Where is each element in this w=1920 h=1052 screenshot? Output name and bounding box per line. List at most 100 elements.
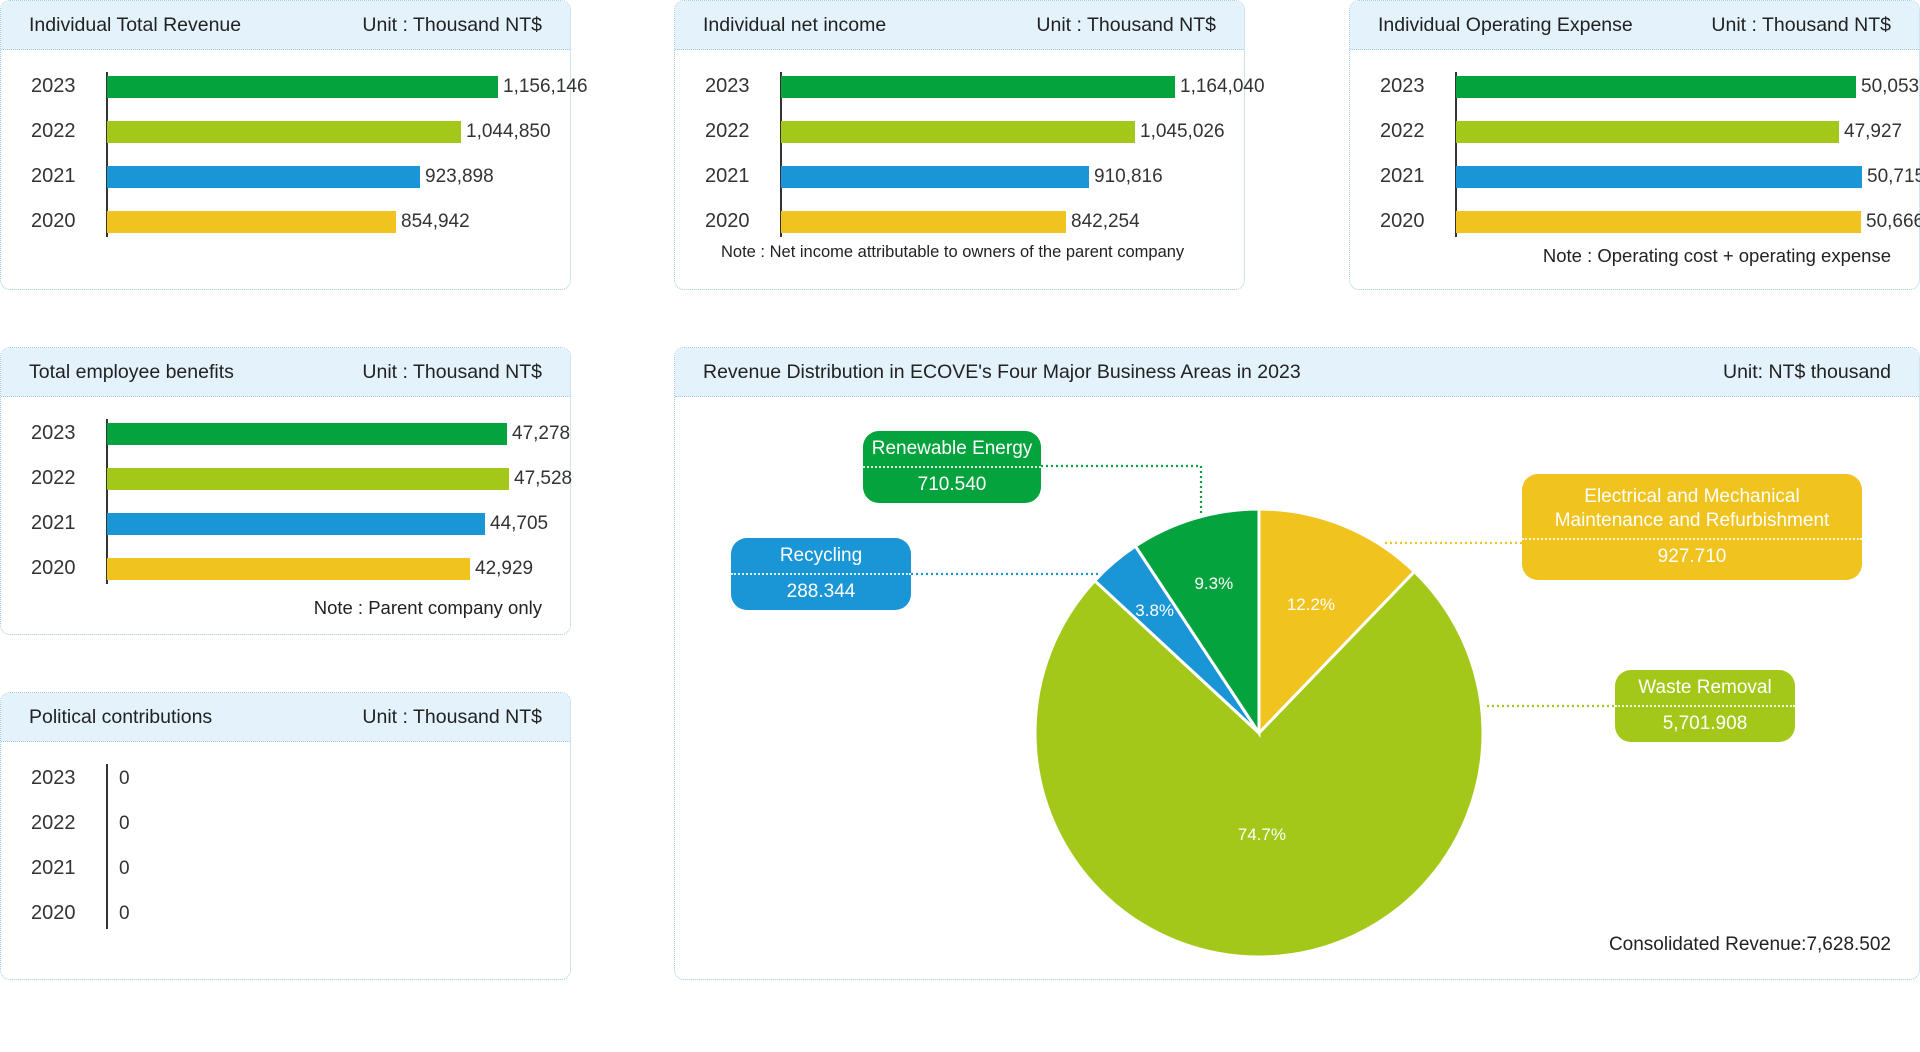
political-axis-line — [106, 764, 108, 929]
net-income-unit: Unit : Thousand NT$ — [1036, 13, 1216, 36]
value-label-2020: 50,666 — [1866, 211, 1920, 232]
opex-header: Individual Operating Expense Unit : Thou… — [1350, 1, 1919, 50]
year-label: 2020 — [1380, 210, 1425, 232]
revenue-unit: Unit : Thousand NT$ — [362, 13, 542, 36]
benefits-panel: Total employee benefits Unit : Thousand … — [0, 347, 573, 635]
benefits-note: Note : Parent company only — [313, 597, 542, 618]
value-label-2023: 1,164,040 — [1180, 76, 1265, 97]
bar-2023 — [107, 423, 507, 445]
pie-slices — [1033, 507, 1485, 959]
year-label: 2021 — [705, 165, 750, 187]
political-title: Political contributions — [29, 705, 213, 728]
year-label: 2020 — [31, 902, 76, 924]
pie-slice-renewable-energy — [1133, 507, 1261, 738]
bar-2020 — [107, 558, 470, 580]
pie-percent-labels: 12.2% 74.7% 3.8% 9.3% — [1135, 574, 1335, 844]
benefits-unit: Unit : Thousand NT$ — [362, 360, 542, 383]
distribution-unit: Unit: NT$ thousand — [1722, 360, 1891, 383]
callout-recycling: Recycling 288.344 — [731, 538, 911, 610]
year-label: 2020 — [705, 210, 750, 232]
year-label: 2022 — [31, 120, 76, 142]
pie-percent-label: 12.2% — [1287, 595, 1335, 614]
pie-slice-recycling — [1092, 544, 1261, 735]
year-label: 2023 — [705, 75, 750, 97]
pie-chart: 12.2% 74.7% 3.8% 9.3% — [911, 464, 1615, 959]
revenue-title: Individual Total Revenue — [29, 13, 242, 36]
value-label-2021: 50,715 — [1867, 166, 1920, 187]
bar-2022 — [1456, 121, 1839, 143]
waste-removal-value: 5,701.908 — [1662, 713, 1748, 734]
bar-2023 — [781, 76, 1175, 98]
year-label: 2021 — [31, 512, 76, 534]
year-label: 2021 — [31, 165, 76, 187]
net-income-panel: Individual net income Unit : Thousand NT… — [674, 0, 1265, 290]
renewable-energy-name: Renewable Energy — [871, 438, 1033, 459]
leader-line — [1041, 464, 1203, 520]
year-label: 2023 — [1380, 75, 1425, 97]
callout-renewable-energy: Renewable Energy 710.540 — [863, 431, 1041, 503]
value-label-2022: 47,528 — [514, 468, 573, 489]
benefits-header: Total employee benefits Unit : Thousand … — [1, 348, 570, 397]
value-label-2021: 910,816 — [1094, 166, 1163, 187]
distribution-title: Revenue Distribution in ECOVE's Four Maj… — [703, 360, 1301, 383]
bar-2020 — [107, 211, 396, 233]
year-label: 2020 — [31, 557, 76, 579]
year-label: 2022 — [705, 120, 750, 142]
renewable-energy-value: 710.540 — [917, 474, 987, 495]
benefits-title: Total employee benefits — [29, 360, 234, 383]
electrical-name-line1: Electrical and Mechanical — [1584, 486, 1800, 507]
year-label: 2022 — [31, 467, 76, 489]
benefits-axis-line — [106, 419, 108, 584]
opex-title: Individual Operating Expense — [1378, 13, 1633, 36]
waste-removal-name: Waste Removal — [1638, 677, 1772, 698]
value-label-2022: 47,927 — [1844, 121, 1903, 142]
year-label: 2023 — [31, 75, 76, 97]
year-label: 2020 — [31, 210, 76, 232]
value-label-2020: 0 — [119, 903, 130, 924]
bar-2022 — [107, 121, 461, 143]
bar-2022 — [781, 121, 1135, 143]
recycling-name: Recycling — [779, 545, 863, 566]
revenue-axis-line — [106, 72, 108, 237]
year-label: 2022 — [31, 812, 76, 834]
value-label-2022: 0 — [119, 813, 130, 834]
electrical-value: 927.710 — [1657, 546, 1727, 567]
bar-2023 — [1456, 76, 1856, 98]
value-label-2020: 842,254 — [1071, 211, 1140, 232]
bar-2020 — [1456, 211, 1861, 233]
opex-note: Note : Operating cost + operating expens… — [1542, 245, 1891, 266]
value-label-2020: 42,929 — [475, 558, 534, 579]
year-label: 2021 — [31, 857, 76, 879]
recycling-value: 288.344 — [786, 581, 856, 602]
callout-waste-removal: Waste Removal 5,701.908 — [1615, 670, 1795, 742]
net-income-note: Note : Net income attributable to owners… — [721, 243, 1185, 261]
year-label: 2021 — [1380, 165, 1425, 187]
net-income-header: Individual net income Unit : Thousand NT… — [675, 1, 1244, 50]
value-label-2021: 923,898 — [425, 166, 494, 187]
opex-axis-line — [1455, 72, 1457, 237]
pie-slice-electrical-and-mechanical-maintenance-and-refurbishment — [1257, 507, 1417, 737]
distribution-panel: Revenue Distribution in ECOVE's Four Maj… — [674, 347, 1920, 980]
pie-percent-label: 3.8% — [1135, 601, 1174, 620]
callout-electrical-mechanical: Electrical and Mechanical Maintenance an… — [1522, 474, 1862, 580]
bar-2022 — [107, 468, 509, 490]
value-label-2020: 854,942 — [401, 211, 470, 232]
political-panel: Political contributions Unit : Thousand … — [0, 692, 571, 980]
value-label-2023: 47,278 — [512, 423, 571, 444]
opex-unit: Unit : Thousand NT$ — [1711, 13, 1891, 36]
pie-percent-label: 74.7% — [1238, 825, 1286, 844]
political-unit: Unit : Thousand NT$ — [362, 705, 542, 728]
value-label-2023: 0 — [119, 768, 130, 789]
bar-2020 — [781, 211, 1066, 233]
political-header: Political contributions Unit : Thousand … — [1, 693, 570, 742]
opex-panel: Individual Operating Expense Unit : Thou… — [1349, 0, 1920, 290]
value-label-2022: 1,044,850 — [466, 121, 551, 142]
consolidated-revenue: Consolidated Revenue:7,628.502 — [1608, 934, 1891, 955]
bar-2021 — [1456, 166, 1862, 188]
pie-slice-waste-removal — [1033, 569, 1485, 959]
distribution-header: Revenue Distribution in ECOVE's Four Maj… — [675, 348, 1919, 397]
revenue-header: Individual Total Revenue Unit : Thousand… — [1, 1, 570, 50]
year-label: 2022 — [1380, 120, 1425, 142]
net-income-title: Individual net income — [703, 13, 887, 36]
net-income-axis-line — [780, 72, 782, 237]
